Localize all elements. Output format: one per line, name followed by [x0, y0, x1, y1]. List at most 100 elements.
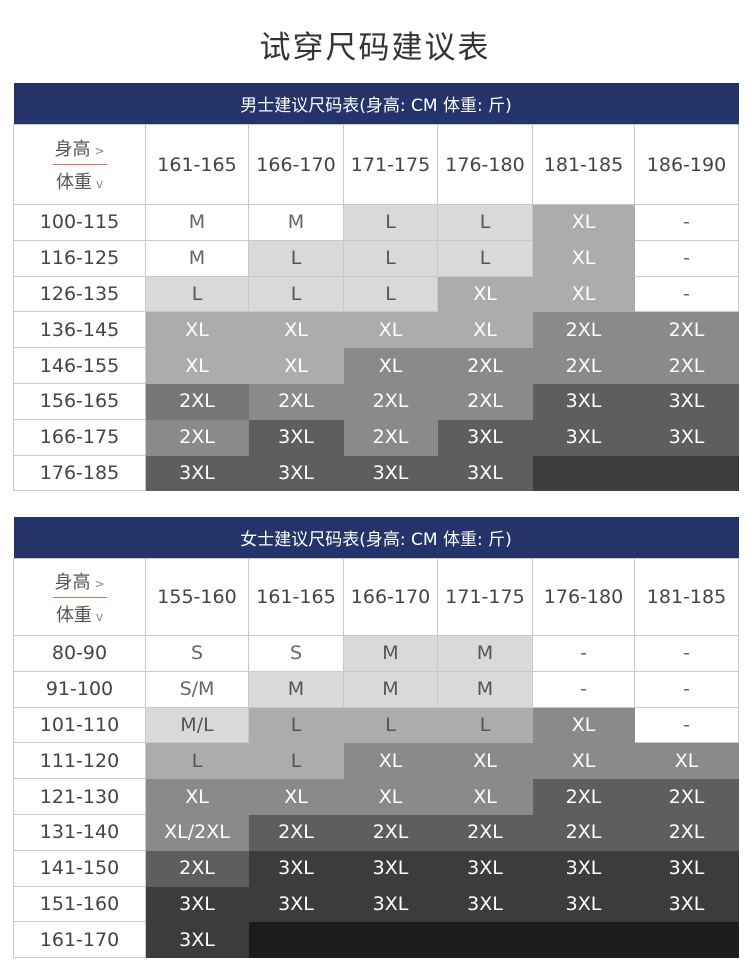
size-cell: XL	[343, 311, 438, 349]
size-cell: -	[634, 670, 739, 708]
weight-range: 151-160	[13, 885, 146, 923]
size-cell: 3XL	[145, 921, 249, 959]
size-cell: 3XL	[437, 454, 533, 492]
size-cell: L	[248, 742, 344, 780]
height-label: 身高	[54, 139, 91, 160]
size-cell: 3XL	[145, 885, 249, 923]
size-cell: 3XL	[343, 454, 438, 492]
corner-header: 身高 > 体重 v	[13, 124, 146, 205]
size-cell: M/L	[145, 706, 249, 744]
size-cell: 3XL	[634, 885, 739, 923]
arrow-down-icon: v	[95, 609, 104, 624]
table-row: 100-115 M M L L XL -	[13, 204, 739, 241]
size-cell: -	[634, 706, 739, 744]
size-cell: 2XL	[634, 813, 739, 851]
table-row: 146-155 XL XL XL 2XL 2XL 2XL	[13, 347, 739, 384]
table-row: 80-90 S S M M - -	[13, 635, 739, 672]
table-row: 151-160 3XL 3XL 3XL 3XL 3XL 3XL	[13, 885, 739, 923]
table-row: 101-110 M/L L L L XL -	[13, 706, 739, 744]
size-cell: XL	[532, 742, 635, 780]
women-size-table: 女士建议尺码表(身高: CM 体重: 斤) 身高 > 体重 v 155-160 161-…	[13, 517, 739, 959]
size-cell: 2XL	[532, 347, 635, 384]
size-cell: XL	[145, 311, 249, 349]
height-header: 181-185	[532, 124, 635, 205]
size-cell	[634, 921, 739, 959]
weight-range: 101-110	[13, 706, 146, 744]
size-cell: 2XL	[437, 347, 533, 384]
weight-range: 156-165	[13, 382, 146, 420]
size-cell: XL	[532, 275, 635, 313]
size-cell: 2XL	[343, 382, 438, 420]
size-cell	[532, 921, 635, 959]
table-row: 126-135 L L L XL XL -	[13, 275, 739, 313]
height-header: 176-180	[532, 558, 635, 636]
size-cell: L	[248, 239, 344, 277]
size-cell: L	[248, 706, 344, 744]
size-cell: 3XL	[437, 885, 533, 923]
size-cell: 2XL	[532, 311, 635, 349]
size-cell: S	[145, 635, 249, 672]
size-cell: -	[532, 670, 635, 708]
size-cell: M	[248, 204, 344, 241]
table-row: 121-130 XL XL XL XL 2XL 2XL	[13, 778, 739, 815]
height-header: 176-180	[437, 124, 533, 205]
size-cell: 2XL	[145, 849, 249, 887]
height-header: 161-165	[248, 558, 344, 636]
weight-range: 126-135	[13, 275, 146, 313]
weight-range: 146-155	[13, 347, 146, 384]
table-row: 111-120 L L XL XL XL XL	[13, 742, 739, 780]
size-cell: -	[634, 204, 739, 241]
weight-label: 体重	[55, 172, 92, 193]
size-cell: 3XL	[248, 454, 344, 492]
divider	[52, 596, 107, 598]
size-cell: 3XL	[145, 454, 249, 492]
size-cell: L	[343, 204, 438, 241]
height-header: 155-160	[145, 558, 249, 636]
weight-range: 136-145	[13, 311, 146, 349]
table-row: 116-125 M L L L XL -	[13, 239, 739, 277]
height-header: 171-175	[437, 558, 533, 636]
size-cell: 2XL	[145, 418, 249, 456]
size-cell: 3XL	[532, 418, 635, 456]
size-cell: XL	[634, 742, 739, 780]
size-cell: 3XL	[532, 885, 635, 923]
size-cell: L	[343, 239, 438, 277]
size-cell: 3XL	[634, 418, 739, 456]
size-cell: XL	[145, 347, 249, 384]
arrow-down-icon: v	[95, 177, 104, 191]
size-cell: 3XL	[437, 849, 533, 887]
table-row: 176-185 3XL 3XL 3XL 3XL	[13, 454, 739, 492]
table-heading: 男士建议尺码表(身高: CM 体重: 斤)	[13, 83, 739, 125]
size-cell: 2XL	[634, 778, 739, 815]
size-cell: L	[248, 275, 344, 313]
size-cell: M	[248, 670, 344, 708]
divider	[52, 164, 107, 165]
weight-range: 161-170	[13, 921, 146, 959]
size-cell: 2XL	[248, 813, 344, 851]
height-header: 161-165	[145, 124, 249, 205]
size-cell: 3XL	[532, 849, 635, 887]
size-cell: L	[437, 239, 533, 277]
size-cell: 2XL	[532, 813, 635, 851]
size-cell: 2XL	[634, 347, 739, 384]
size-cell: M	[343, 670, 438, 708]
size-cell: M	[437, 670, 533, 708]
size-cell: L	[437, 204, 533, 241]
size-cell: 2XL	[437, 813, 533, 851]
size-cell	[634, 454, 739, 492]
corner-header: 身高 > 体重 v	[13, 558, 146, 636]
size-cell: M	[343, 635, 438, 672]
table-row: 156-165 2XL 2XL 2XL 2XL 3XL 3XL	[13, 382, 739, 420]
size-cell: XL	[145, 778, 249, 815]
size-cell: M	[145, 204, 249, 241]
size-cell: XL	[532, 239, 635, 277]
size-cell: XL	[248, 347, 344, 384]
size-cell: XL	[248, 778, 344, 815]
height-header: 186-190	[634, 124, 739, 205]
weight-range: 141-150	[13, 849, 146, 887]
size-cell: XL	[437, 275, 533, 313]
size-cell: -	[634, 275, 739, 313]
table-row: 136-145 XL XL XL XL 2XL 2XL	[13, 311, 739, 349]
table-row: 91-100 S/M M M M - -	[13, 670, 739, 708]
size-cell: XL/2XL	[145, 813, 249, 851]
